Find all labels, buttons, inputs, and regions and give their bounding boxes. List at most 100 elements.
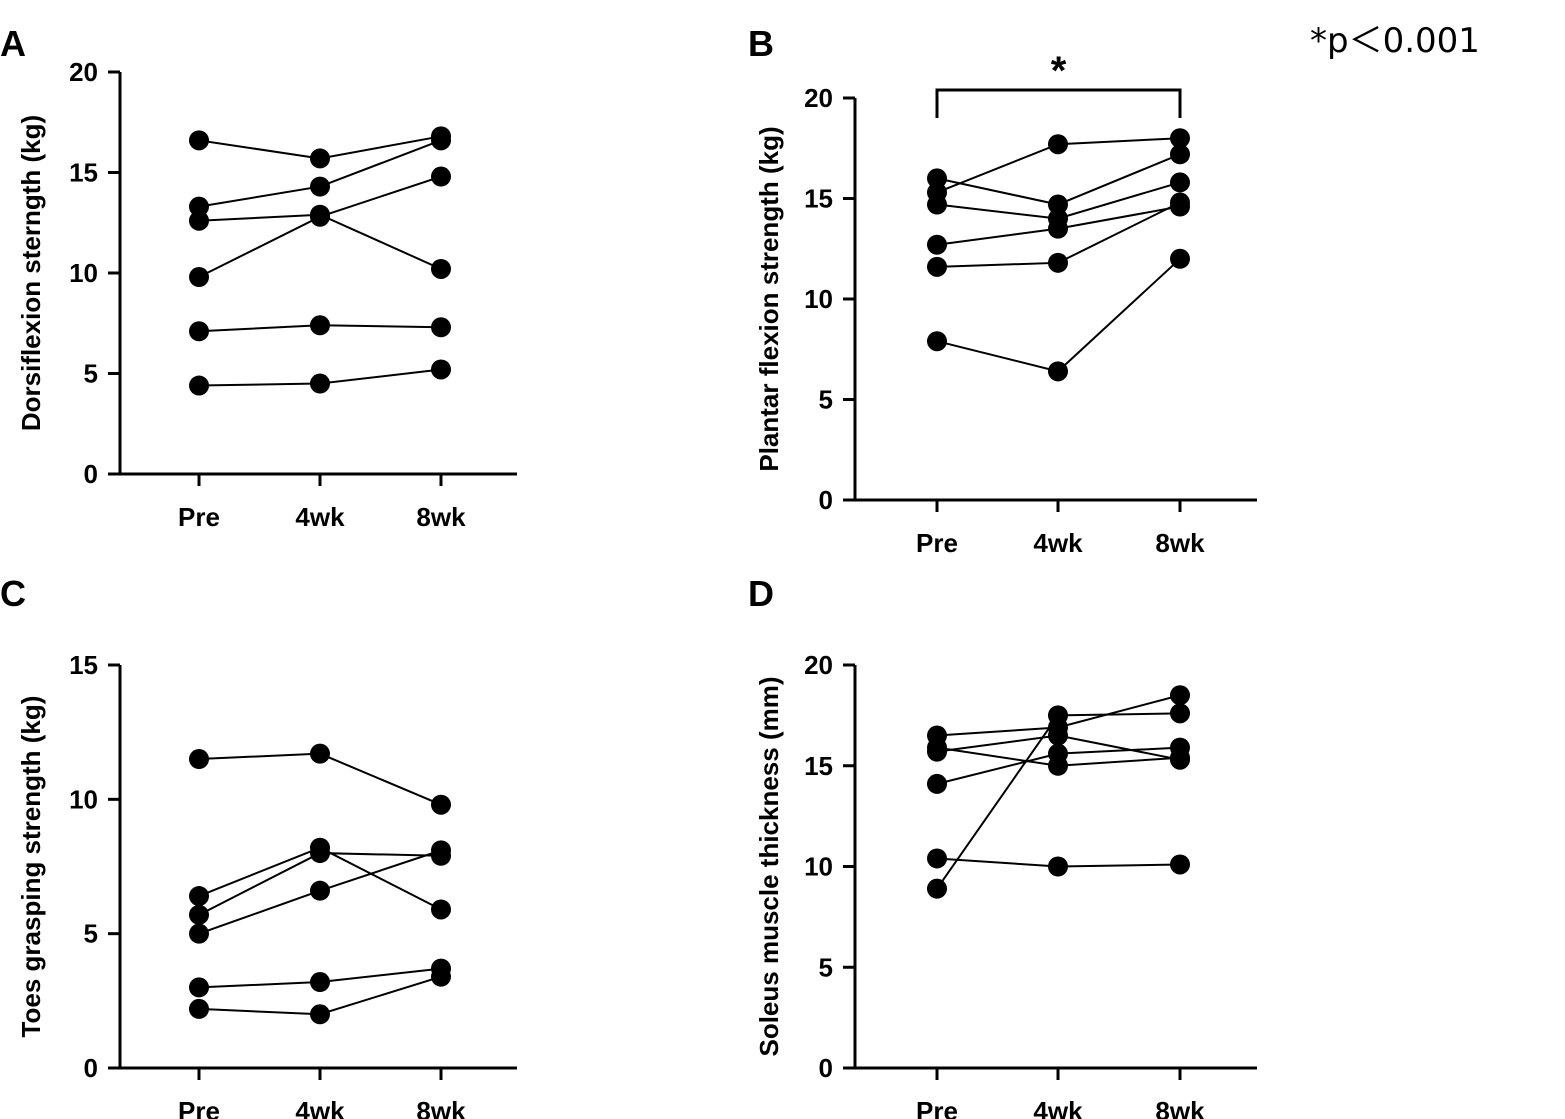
data-point	[189, 886, 209, 907]
data-point	[310, 373, 330, 394]
chart-panel-c: C 0 5 10 15 Pre 4wk 8wk Toes grasping strength (…	[0, 573, 517, 1119]
x-tick-label: Pre	[178, 502, 220, 532]
y-tick-label: 5	[819, 952, 833, 982]
y-tick-label: 20	[804, 650, 833, 680]
data-point	[927, 168, 947, 189]
x-tick-label: 4wk	[1033, 528, 1083, 558]
data-point	[1170, 128, 1190, 149]
significance-note: *p＜0.001	[1310, 21, 1480, 61]
x-tick-label: Pre	[178, 1096, 220, 1119]
y-tick-label: 10	[69, 784, 98, 814]
data-point	[1048, 743, 1068, 764]
data-point	[1048, 194, 1068, 215]
data-point	[189, 904, 209, 925]
data-point	[1170, 248, 1190, 269]
data-point	[431, 899, 451, 920]
data-point	[1170, 192, 1190, 213]
data-point	[927, 256, 947, 277]
data-point	[927, 741, 947, 762]
y-tick-label: 5	[819, 385, 833, 415]
chart-panel-b: B 0 5 10 15 20 Pre 4wk 8wk Plantar flexion streng…	[748, 23, 1257, 558]
data-point	[310, 148, 330, 169]
y-axis-title: Dorsiflexion sterngth (kg)	[16, 115, 46, 431]
y-tick-label: 15	[804, 184, 833, 214]
x-tick-label: 8wk	[416, 1096, 466, 1119]
data-point	[1170, 737, 1190, 758]
data-point	[1170, 703, 1190, 724]
data-point	[1048, 134, 1068, 155]
x-tick-label: Pre	[916, 528, 958, 558]
data-point	[431, 966, 451, 987]
data-point	[1048, 252, 1068, 273]
y-axis-title: Toes grasping strength (kg)	[16, 696, 46, 1038]
data-point	[1048, 218, 1068, 239]
panels: A 0 5 10 15 20 Pre 4wk 8wk Dorsiflexion sterngth …	[0, 23, 1257, 1119]
data-point	[927, 331, 947, 352]
data-point	[189, 923, 209, 944]
y-tick-label: 15	[69, 650, 98, 680]
y-axis-title: Soleus muscle thickness (mm)	[754, 676, 784, 1056]
x-tick-label: Pre	[916, 1096, 958, 1119]
y-tick-label: 20	[804, 83, 833, 113]
y-tick-label: 5	[84, 359, 98, 389]
data-point	[189, 977, 209, 998]
y-tick-label: 5	[84, 919, 98, 949]
data-point	[927, 878, 947, 899]
data-point	[189, 267, 209, 288]
data-point	[431, 840, 451, 861]
chart-panel-a: A 0 5 10 15 20 Pre 4wk 8wk Dorsiflexion sterngth …	[0, 23, 517, 532]
chart-panel-d: D 0 5 10 15 20 Pre 4wk 8wk Soleus muscle thicknes…	[748, 573, 1257, 1119]
significance-bracket	[935, 88, 1182, 118]
y-tick-label: 10	[804, 284, 833, 314]
y-axis-title: Plantar flexion strength (kg)	[754, 126, 784, 471]
x-tick-label: 8wk	[1155, 528, 1205, 558]
y-tick-label: 0	[819, 1053, 833, 1083]
y-tick-label: 0	[819, 485, 833, 515]
y-tick-label: 10	[804, 852, 833, 882]
data-point	[927, 194, 947, 215]
data-point	[310, 972, 330, 993]
x-tick-label: 4wk	[295, 502, 345, 532]
data-point	[431, 166, 451, 187]
data-point	[1170, 144, 1190, 165]
data-point	[1048, 856, 1068, 877]
panel-letter: D	[748, 573, 774, 614]
data-point	[431, 359, 451, 380]
data-point	[1048, 725, 1068, 746]
data-point	[431, 130, 451, 151]
data-point	[189, 375, 209, 396]
data-point	[431, 317, 451, 338]
data-point	[310, 1004, 330, 1025]
y-tick-label: 0	[84, 459, 98, 489]
data-point	[310, 206, 330, 227]
data-point	[927, 773, 947, 794]
data-point	[310, 176, 330, 197]
data-point	[189, 210, 209, 231]
panel-letter: A	[0, 23, 26, 64]
data-point	[189, 998, 209, 1019]
data-point	[189, 321, 209, 342]
series-line	[936, 258, 1181, 373]
data-point	[310, 315, 330, 336]
y-tick-label: 15	[69, 158, 98, 188]
data-point	[431, 258, 451, 279]
panel-letter: C	[0, 573, 26, 614]
data-point	[310, 843, 330, 864]
data-point	[1170, 685, 1190, 706]
y-tick-label: 10	[69, 258, 98, 288]
data-point	[927, 848, 947, 869]
panel-letter: B	[748, 23, 774, 64]
data-point	[927, 234, 947, 255]
data-point	[189, 749, 209, 770]
data-point	[189, 196, 209, 217]
data-point	[189, 130, 209, 151]
data-point	[310, 743, 330, 764]
data-point	[1048, 361, 1068, 382]
y-tick-label: 0	[84, 1053, 98, 1083]
x-tick-label: 8wk	[1155, 1096, 1205, 1119]
significance-star: *	[1051, 49, 1067, 93]
y-tick-label: 20	[69, 57, 98, 87]
y-tick-label: 15	[804, 751, 833, 781]
data-point	[1170, 172, 1190, 193]
